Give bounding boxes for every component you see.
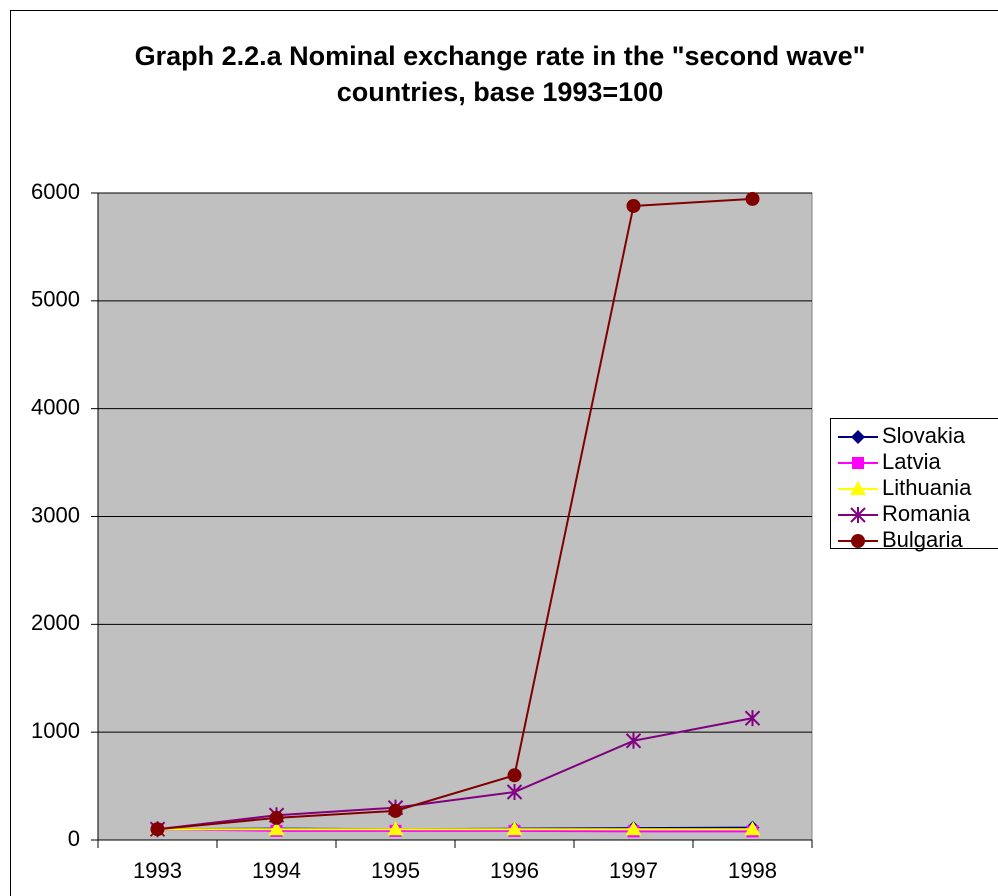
legend-label: Romania: [882, 501, 971, 526]
legend-marker: [850, 507, 866, 523]
y-tick-label: 4000: [31, 394, 80, 419]
x-tick-label: 1997: [609, 858, 658, 883]
data-point: [507, 768, 522, 783]
data-point: [269, 810, 284, 825]
y-tick-label: 0: [68, 826, 80, 851]
data-point: [744, 710, 761, 727]
data-point: [626, 198, 641, 213]
data-point: [506, 784, 523, 801]
chart-title: Graph 2.2.a Nominal exchange rate in the…: [134, 41, 866, 107]
legend-marker: [851, 534, 865, 548]
legend-marker: [852, 457, 864, 469]
x-tick-label: 1994: [252, 858, 301, 883]
x-tick-label: 1996: [490, 858, 539, 883]
y-tick-label: 6000: [31, 179, 80, 204]
y-tick-label: 3000: [31, 502, 80, 527]
legend-marker: [851, 430, 865, 444]
x-tick-label: 1993: [133, 858, 182, 883]
data-point: [268, 821, 285, 836]
y-tick-label: 1000: [31, 718, 80, 743]
series-line: [157, 197, 753, 831]
legend-label: Slovakia: [882, 423, 966, 448]
data-point: [388, 803, 403, 818]
data-point: [387, 821, 404, 836]
data-point: [744, 821, 761, 836]
legend-label: Latvia: [882, 449, 941, 474]
y-tick-label: 5000: [31, 287, 80, 312]
x-tick-label: 1995: [371, 858, 420, 883]
data-point: [625, 732, 642, 749]
data-point: [625, 821, 642, 836]
x-tick-label: 1998: [728, 858, 777, 883]
data-point: [506, 821, 523, 836]
series-line: [157, 717, 753, 831]
legend-marker: [850, 481, 866, 495]
data-point: [745, 191, 760, 206]
legend-label: Bulgaria: [882, 527, 963, 552]
y-tick-label: 2000: [31, 610, 80, 635]
data-point: [150, 822, 165, 837]
legend-label: Lithuania: [882, 475, 972, 500]
series-line: [157, 828, 753, 833]
